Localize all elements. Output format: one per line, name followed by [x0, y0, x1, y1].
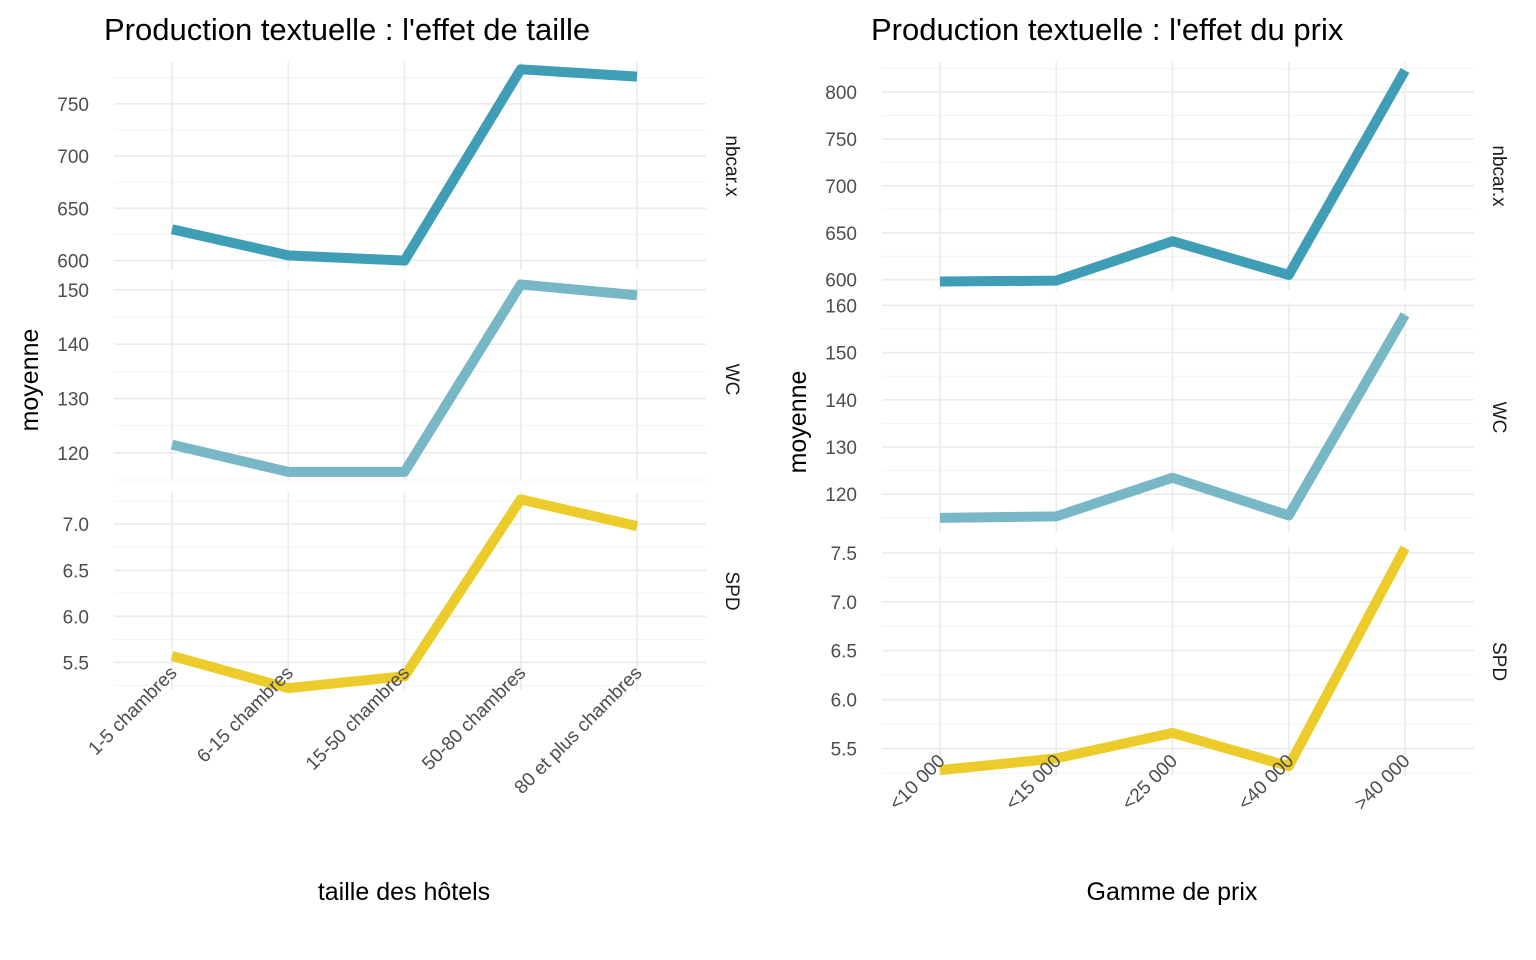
y-tick-label: 130 [825, 438, 857, 459]
facet-strip-label: SPD [721, 571, 742, 610]
y-tick-label: 6.5 [831, 642, 857, 663]
y-axis-title: moyenne [16, 329, 44, 432]
facet-strip-label: WC [1488, 402, 1509, 434]
plot-area: 600 650 700 750 800 nbcar.x 120 130 140 150 160 WC 5… [825, 62, 1509, 814]
y-tick-label: 7.0 [63, 515, 89, 536]
y-tick-label: 750 [57, 95, 89, 116]
y-tick-label: 700 [57, 147, 89, 168]
facet-strip-label: SPD [1488, 642, 1509, 681]
y-tick-label: 750 [825, 130, 857, 151]
chart-title: Production textuelle : l'effet du prix [871, 12, 1344, 47]
facet-panel-nbcar.x: 600 650 700 750 800 nbcar.x [825, 62, 1509, 292]
x-tick-label: <25 000 [1118, 751, 1182, 815]
x-axis-title: taille des hôtels [318, 878, 490, 906]
y-tick-label: 700 [825, 177, 857, 198]
y-tick-label: 5.5 [63, 653, 89, 674]
series-line-nbcar.x [170, 64, 638, 266]
facet-panel-SPD: 5.5 6.0 6.5 7.0 SPD [63, 492, 742, 694]
x-tick-label: 80 et plus chambres [511, 663, 647, 799]
series-line-WC [170, 279, 638, 477]
facet-strip-label: WC [721, 364, 742, 396]
y-tick-label: 7.5 [831, 544, 857, 565]
facet-panel-SPD: 5.5 6.0 6.5 7.0 7.5 SPD [831, 544, 1509, 776]
chart-title: Production textuelle : l'effet de taille [104, 12, 590, 47]
y-tick-label: 6.5 [63, 561, 89, 582]
y-tick-label: 150 [57, 281, 89, 302]
y-tick-label: 7.0 [831, 593, 857, 614]
y-tick-label: 140 [57, 335, 89, 356]
series-line-WC [939, 312, 1410, 523]
y-tick-label: 120 [825, 485, 857, 506]
x-tick-label: 1-5 chambres [85, 663, 182, 760]
series-line-SPD [170, 494, 639, 694]
y-tick-label: 6.0 [63, 607, 89, 628]
y-tick-label: 650 [57, 199, 89, 220]
series-line-SPD [939, 545, 1410, 776]
y-tick-label: 130 [57, 390, 89, 411]
y-tick-label: 120 [57, 444, 89, 465]
x-axis-title: Gamme de prix [1087, 878, 1258, 906]
y-tick-label: 140 [825, 391, 857, 412]
facet-strip-label: nbcar.x [721, 135, 742, 197]
y-tick-label: 650 [825, 224, 857, 245]
y-axis-title: moyenne [784, 371, 812, 474]
facet-panel-WC: 120 130 140 150 160 WC [825, 296, 1509, 532]
chart-price-effect: Production textuelle : l'effet du prix G… [784, 12, 1509, 906]
y-tick-label: 150 [825, 344, 857, 365]
y-tick-label: 6.0 [831, 691, 857, 712]
x-tick-label: 50-80 chambres [418, 663, 530, 775]
series-line-nbcar.x [939, 67, 1410, 287]
chart-size-effect: Production textuelle : l'effet de taille… [16, 12, 742, 906]
x-tick-label: <10 000 [886, 751, 950, 815]
facet-strip-label: nbcar.x [1488, 145, 1509, 207]
y-tick-label: 600 [825, 271, 857, 292]
y-tick-label: 600 [57, 252, 89, 273]
y-tick-label: 800 [825, 83, 857, 104]
facet-panel-nbcar.x: 600 650 700 750 nbcar.x [57, 62, 742, 273]
facet-panel-WC: 120 130 140 150 WC [57, 279, 742, 481]
y-tick-label: 5.5 [831, 740, 857, 761]
x-tick-label: >40 000 [1351, 751, 1415, 815]
plot-area: 600 650 700 750 nbcar.x 120 130 140 150 WC 5.5 6.0 6… [57, 62, 742, 799]
y-tick-label: 160 [825, 296, 857, 317]
